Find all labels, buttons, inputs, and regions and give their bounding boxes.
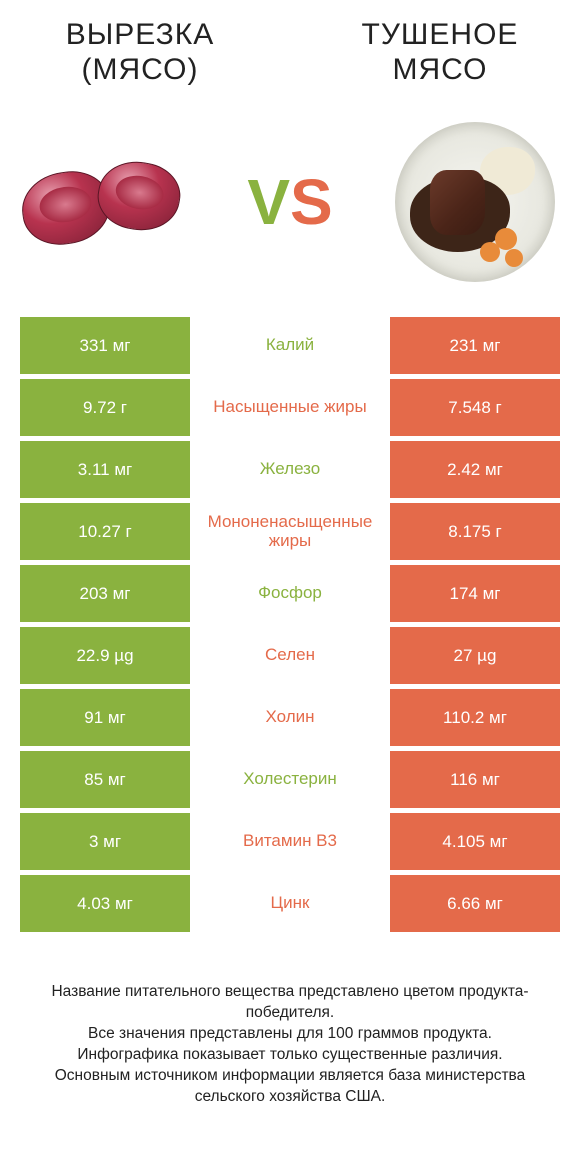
nutrient-left-value: 4.03 мг <box>20 875 190 932</box>
nutrient-left-value: 3.11 мг <box>20 441 190 498</box>
nutrient-left-value: 203 мг <box>20 565 190 622</box>
nutrient-right-value: 8.175 г <box>390 503 560 560</box>
nutrient-name: Фосфор <box>190 565 390 622</box>
vs-v: V <box>247 165 290 239</box>
header-row: ВЫРЕЗКА (МЯСО) ТУШЕНОЕ МЯСО <box>0 0 580 87</box>
nutrient-left-value: 3 мг <box>20 813 190 870</box>
nutrient-row: 331 мгКалий231 мг <box>20 317 560 374</box>
nutrient-right-value: 116 мг <box>390 751 560 808</box>
nutrient-left-value: 331 мг <box>20 317 190 374</box>
nutrient-right-value: 231 мг <box>390 317 560 374</box>
nutrient-name: Витамин B3 <box>190 813 390 870</box>
product-left-image <box>20 117 190 287</box>
potroast-plate-icon <box>395 122 555 282</box>
product-left-title: ВЫРЕЗКА (МЯСО) <box>40 18 240 87</box>
vs-row: VS <box>0 87 580 317</box>
vs-s: S <box>290 165 333 239</box>
nutrient-right-value: 174 мг <box>390 565 560 622</box>
nutrient-row: 22.9 µgСелен27 µg <box>20 627 560 684</box>
nutrient-left-value: 85 мг <box>20 751 190 808</box>
nutrient-left-value: 9.72 г <box>20 379 190 436</box>
nutrient-row: 91 мгХолин110.2 мг <box>20 689 560 746</box>
nutrient-name: Насыщенные жиры <box>190 379 390 436</box>
product-right-image <box>390 117 560 287</box>
product-right-title: ТУШЕНОЕ МЯСО <box>340 18 540 87</box>
nutrient-left-value: 22.9 µg <box>20 627 190 684</box>
nutrient-row: 9.72 гНасыщенные жиры7.548 г <box>20 379 560 436</box>
nutrient-right-value: 110.2 мг <box>390 689 560 746</box>
nutrient-name: Селен <box>190 627 390 684</box>
nutrient-right-value: 6.66 мг <box>390 875 560 932</box>
nutrient-row: 85 мгХолестерин116 мг <box>20 751 560 808</box>
tenderloin-icon <box>20 142 190 262</box>
nutrient-right-value: 27 µg <box>390 627 560 684</box>
nutrient-name: Холин <box>190 689 390 746</box>
nutrient-row: 3 мгВитамин B34.105 мг <box>20 813 560 870</box>
nutrient-name: Холестерин <box>190 751 390 808</box>
nutrient-name: Цинк <box>190 875 390 932</box>
nutrient-right-value: 2.42 мг <box>390 441 560 498</box>
nutrient-row: 4.03 мгЦинк6.66 мг <box>20 875 560 932</box>
nutrient-left-value: 10.27 г <box>20 503 190 560</box>
infographic-container: ВЫРЕЗКА (МЯСО) ТУШЕНОЕ МЯСО VS 331 мгКа <box>0 0 580 1108</box>
nutrient-name: Калий <box>190 317 390 374</box>
footnote-text: Название питательного вещества представл… <box>20 982 560 1108</box>
nutrient-name: Мононенасыщенные жиры <box>190 503 390 560</box>
nutrient-name: Железо <box>190 441 390 498</box>
nutrient-row: 3.11 мгЖелезо2.42 мг <box>20 441 560 498</box>
nutrient-table: 331 мгКалий231 мг9.72 гНасыщенные жиры7.… <box>20 317 560 932</box>
nutrient-right-value: 7.548 г <box>390 379 560 436</box>
nutrient-row: 10.27 гМононенасыщенные жиры8.175 г <box>20 503 560 560</box>
nutrient-row: 203 мгФосфор174 мг <box>20 565 560 622</box>
vs-label: VS <box>247 165 332 239</box>
nutrient-left-value: 91 мг <box>20 689 190 746</box>
nutrient-right-value: 4.105 мг <box>390 813 560 870</box>
